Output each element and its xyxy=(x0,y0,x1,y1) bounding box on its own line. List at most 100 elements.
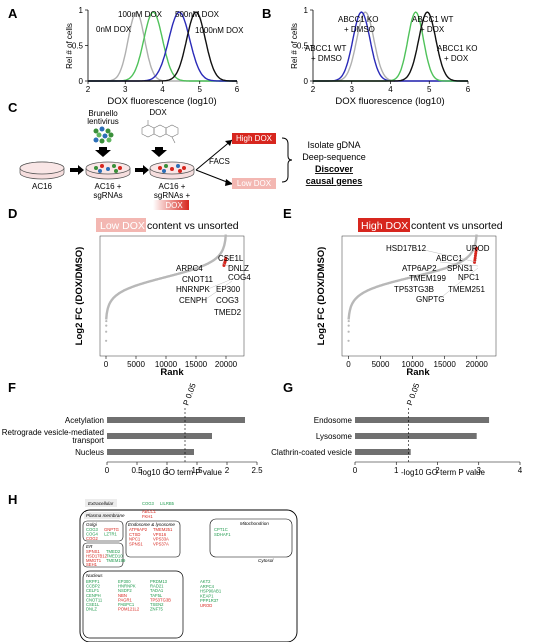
panel-f: F Acetylation Retrograde vesicle-mediated… xyxy=(2,380,263,477)
go-bar xyxy=(355,433,477,439)
ac16-sgrnas-dox-label-2: sgRNAs + xyxy=(154,191,191,200)
nucleus-box xyxy=(82,570,184,639)
arrow-right-icon xyxy=(70,165,84,175)
panel-e-title-tag-bg xyxy=(358,218,410,232)
h-gene: ARPC4 xyxy=(200,584,215,589)
go-bar xyxy=(355,449,411,455)
h-gene: POM121L2 xyxy=(118,607,140,612)
panel-b-xlabel: DOX fluorescence (log10) xyxy=(335,96,444,107)
x-tick-label: 3 xyxy=(477,466,482,475)
panel-d-gene-label: COG3 xyxy=(216,296,239,305)
panel-e-ylabel: Log2 FC (DOX/DMSO) xyxy=(316,247,327,346)
panel-e-gene-label: SPNS1 xyxy=(447,264,474,273)
high-dox-label: High DOX xyxy=(236,134,273,143)
panel-e-gene-label: GNPTG xyxy=(416,295,444,304)
plasma-membrane-box xyxy=(84,512,120,519)
h-gene: ABCC1 xyxy=(142,509,157,514)
h-gene: TP53TG3B xyxy=(150,597,171,602)
arrow-down-icon xyxy=(151,147,167,157)
h-gene: SPNS1 xyxy=(86,549,100,554)
data-point xyxy=(105,330,108,333)
panel-e-gene-label: HSD17B12 xyxy=(386,244,427,253)
h-gene: TADA1 xyxy=(150,588,164,593)
go-term-label: Clathrin-coated vesicle xyxy=(271,448,352,457)
x-tick-label: 0 xyxy=(104,360,109,369)
x-tick-label: 1.5 xyxy=(191,466,203,475)
x-tick-label: 2 xyxy=(86,85,91,94)
panel-b-anno-ko-dmso-2: + DMSO xyxy=(344,25,375,34)
dish-ac16-sgrnas-dox xyxy=(149,161,195,180)
h-gene: LZTR1 xyxy=(104,532,117,537)
cell-membrane-outline xyxy=(79,509,298,642)
panel-d-gene-labels: CSE1L DNLZ ARPC4 COG4 CNOT11 HNRNPK EP30… xyxy=(176,254,251,317)
ac16-label: AC16 xyxy=(32,182,53,191)
x-tick-label: 5 xyxy=(198,85,203,94)
panel-e-gene-label: TMEM251 xyxy=(448,285,485,294)
panel-d-gene-label: CSE1L xyxy=(218,254,244,263)
h-gene: CPT1C xyxy=(214,527,228,532)
go-term-label: Acetylation xyxy=(65,416,104,425)
data-point xyxy=(105,324,108,327)
panel-a-curves xyxy=(88,11,237,82)
panel-d-gene-label: ARPC4 xyxy=(176,264,203,273)
x-tick-label: 10000 xyxy=(401,360,424,369)
x-tick-label: 0 xyxy=(353,466,358,475)
panel-e-ticks: 0 5000 10000 15000 20000 xyxy=(346,356,488,369)
h-gene: BRPF1 xyxy=(86,579,100,584)
x-tick-label: 20000 xyxy=(466,360,489,369)
h-gene: COG3 xyxy=(86,527,99,532)
panel-e-title-tag: High DOX xyxy=(361,220,408,232)
panel-b-ticks: 2 3 4 5 6 0 0.5 1 xyxy=(297,6,471,94)
dox-tag-label: DOX xyxy=(165,201,183,210)
panel-e-gene-label: ABCC1 xyxy=(436,254,463,263)
extracellular-title: Extracellular xyxy=(88,501,114,506)
h-gene: COG4 xyxy=(86,532,99,537)
go-term-label: transport xyxy=(72,436,104,445)
x-tick-label: 1 xyxy=(394,466,399,475)
rank-curve xyxy=(105,234,227,320)
nucleus-title: Nucleus xyxy=(86,573,103,578)
rank-curve xyxy=(347,234,478,320)
x-tick-label: 0 xyxy=(105,466,110,475)
panel-d-gene-label: EP300 xyxy=(216,285,241,294)
panel-d-gene-label: TMED2 xyxy=(214,308,242,317)
panel-b-label: B xyxy=(262,6,271,21)
panel-a-legend-1000nm: 1000nM DOX xyxy=(195,26,244,35)
golgi-title: Golgi xyxy=(86,522,98,527)
x-tick-label: 2 xyxy=(311,85,316,94)
histogram-series-3 xyxy=(88,11,237,82)
h-gene: DNLZ xyxy=(86,607,97,612)
panel-c: C Brunello lentivirus DOX AC16 xyxy=(8,100,366,210)
h-gene: CCBP2 xyxy=(86,584,101,589)
h-gene: CNOT11 xyxy=(86,597,103,602)
lentivirus-label-2: lentivirus xyxy=(87,117,119,126)
panel-h: H Extracellular COG3 LILRB5 Plasma membr… xyxy=(8,492,298,642)
h-gene: SPNS1 xyxy=(129,541,143,546)
panel-a-xlabel: DOX fluorescence (log10) xyxy=(107,96,216,107)
panel-a-ticks: 2 3 4 5 6 0 0.5 1 xyxy=(72,6,240,94)
high-dox-box xyxy=(232,133,276,144)
er-box xyxy=(82,542,124,568)
panel-f-label: F xyxy=(8,380,16,395)
golgi-box xyxy=(82,520,124,542)
panel-g: G Endosome Lysosome Clathrin-coated vesicl… xyxy=(271,380,523,477)
arrow-right-icon xyxy=(135,165,149,175)
x-tick-label: 4 xyxy=(160,85,165,94)
h-gene: KEAP1 xyxy=(200,593,214,598)
h-gene: HNRNPK xyxy=(118,584,136,589)
h-gene: GNPTG xyxy=(104,527,119,532)
h-gene: VPS33A xyxy=(153,537,169,542)
x-tick-label: 15000 xyxy=(185,360,208,369)
y-tick-label: 1 xyxy=(79,6,84,15)
data-point xyxy=(105,319,108,323)
h-gene: TAF5L xyxy=(150,593,163,598)
panel-d-gene-label: DNLZ xyxy=(228,264,249,273)
mitochondrion-title: Mitochondrion xyxy=(240,521,269,526)
go-bar xyxy=(107,433,212,439)
data-point xyxy=(105,339,108,342)
h-gene: CTSD xyxy=(129,532,140,537)
panel-e-curve xyxy=(347,234,479,342)
dox-gradient-tag xyxy=(153,200,189,210)
